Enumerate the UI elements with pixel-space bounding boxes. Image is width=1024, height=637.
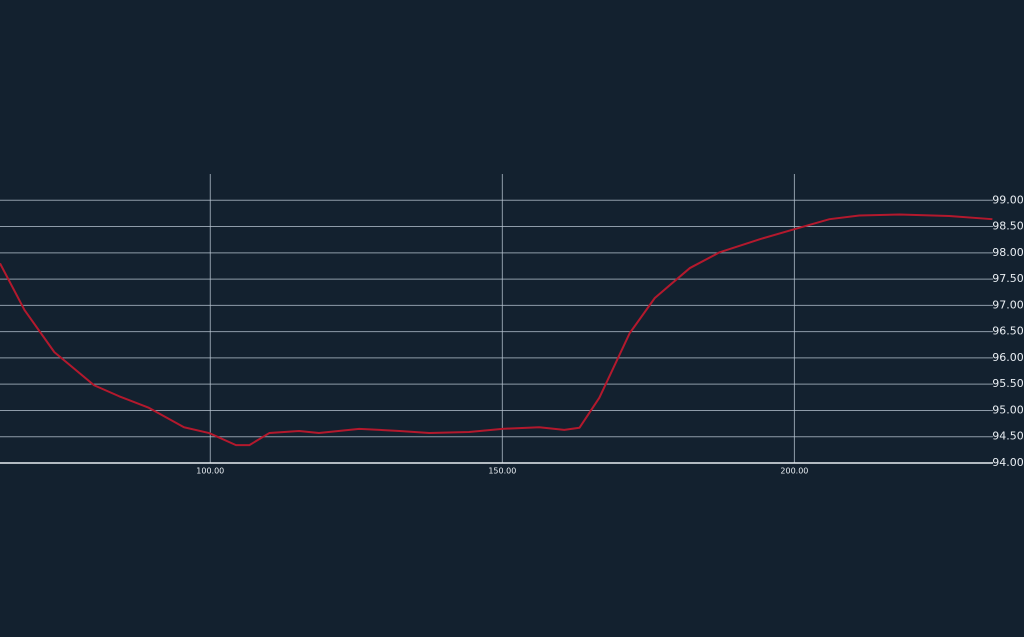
x-tick-label: 200.00 [780, 467, 808, 476]
x-tick-label: 100.00 [196, 467, 224, 476]
y-tick-label: 94.50 [992, 430, 1024, 443]
y-tick-label: 96.00 [992, 351, 1024, 364]
y-tick-label: 98.00 [992, 246, 1024, 259]
line [0, 213, 993, 447]
y-tick-label: 95.50 [992, 377, 1024, 390]
y-tick-label: 95.00 [992, 403, 1024, 416]
y-tick-label: 99.00 [992, 193, 1024, 206]
y-tick-label: 94.00 [992, 456, 1024, 469]
y-tick-label: 96.50 [992, 325, 1024, 338]
y-tick-label: 98.50 [992, 220, 1024, 233]
x-tick-label: 150.00 [488, 467, 516, 476]
y-tick-label: 97.00 [992, 298, 1024, 311]
y-tick-label: 97.50 [992, 272, 1024, 285]
